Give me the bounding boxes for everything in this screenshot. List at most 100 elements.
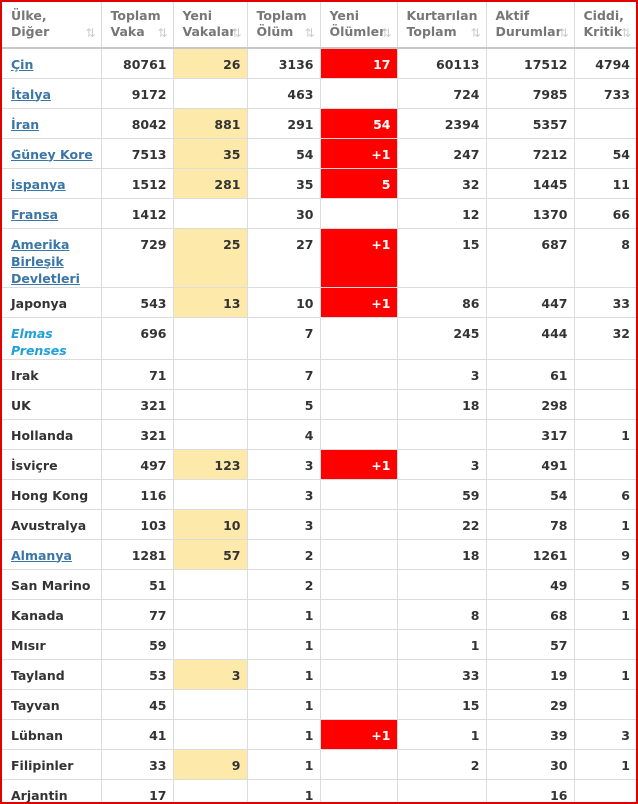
value-cell: 80761	[100, 47, 174, 79]
value-cell: 17	[319, 47, 398, 79]
value-cell: 1	[573, 658, 636, 690]
country-cell: Avustralya	[2, 508, 102, 540]
country-cell: Arjantin	[2, 778, 102, 803]
country-cell: Hollanda	[2, 418, 102, 450]
country-link[interactable]: Almanya	[11, 547, 72, 563]
value-cell: 7	[246, 316, 321, 360]
column-header[interactable]: Kurtarılan Toplam	[396, 2, 487, 49]
value-cell: 8	[396, 598, 487, 630]
value-cell: 1	[396, 718, 487, 750]
country-link[interactable]: Çin	[11, 57, 34, 72]
value-cell	[573, 448, 636, 480]
country-cell: Tayvan	[2, 688, 102, 720]
value-cell: 11	[573, 167, 636, 199]
value-cell: 3136	[246, 47, 321, 79]
value-cell: 3	[573, 718, 636, 750]
value-cell: 4794	[573, 47, 636, 79]
value-cell: 45	[100, 688, 174, 720]
value-cell	[319, 628, 398, 660]
column-header[interactable]: Ciddi, Kritik	[573, 2, 636, 49]
value-cell: 53	[100, 658, 174, 690]
value-cell: 8042	[100, 107, 174, 139]
value-cell	[172, 568, 248, 600]
country-name: Kanada	[11, 607, 64, 623]
country-link[interactable]: Fransa	[11, 206, 59, 222]
country-name: Lübnan	[11, 727, 64, 743]
value-cell: 29	[485, 688, 575, 720]
country-name: Hollanda	[11, 427, 74, 443]
country-name: Avustralya	[11, 517, 87, 533]
country-link[interactable]: Amerika Birleşik Devletleri	[11, 236, 80, 286]
value-cell: 463	[246, 77, 321, 109]
value-cell	[172, 478, 248, 510]
column-header[interactable]: Aktif Durumlar	[485, 2, 575, 49]
country-cell: Japonya	[2, 286, 102, 318]
header-line: Ölümler	[329, 24, 386, 39]
value-cell: 491	[485, 448, 575, 480]
header-line: Ölüm	[256, 24, 294, 39]
header-line: Diğer	[11, 24, 50, 39]
value-cell: 15	[396, 227, 487, 288]
value-cell: 245	[396, 316, 487, 360]
country-row: İran 8042 881 291 54 2394 5357	[2, 107, 636, 139]
value-cell: 3	[246, 478, 321, 510]
value-cell	[319, 316, 398, 360]
value-cell: +1	[319, 227, 398, 288]
country-row: Hong Kong 116 3 59 54 6	[2, 478, 636, 510]
value-cell	[396, 568, 487, 600]
value-cell: 26	[172, 47, 248, 79]
value-cell: 321	[100, 388, 174, 420]
country-link[interactable]: Güney Kore	[11, 146, 93, 162]
value-cell: 8	[573, 227, 636, 288]
value-cell: 54	[573, 137, 636, 169]
header-line: Vaka	[110, 24, 145, 39]
column-header[interactable]: Yeni Ölümler	[319, 2, 398, 49]
country-name: Japonya	[11, 295, 68, 311]
table-body: Çin 80761 26 3136 17 60113 17512 4794 İtalya 9172…	[2, 47, 636, 803]
header-line: Toplam	[406, 24, 457, 39]
country-cell: Filipinler	[2, 748, 102, 780]
value-cell: 1	[246, 778, 321, 802]
header-line: Toplam	[110, 8, 161, 23]
value-cell: 1	[246, 628, 321, 660]
value-cell: 5357	[485, 107, 575, 139]
country-link[interactable]: İtalya	[11, 86, 51, 102]
country-row: Filipinler 33 9 1 2 30 1	[2, 748, 636, 780]
value-cell	[172, 418, 248, 450]
country-link[interactable]: ispanya	[11, 176, 66, 192]
value-cell: 317	[485, 418, 575, 450]
country-cell: UK	[2, 388, 102, 420]
column-header[interactable]: Toplam Vaka	[100, 2, 174, 49]
value-cell	[319, 388, 398, 420]
value-cell: 1	[246, 748, 321, 780]
country-name: Mısır	[11, 637, 46, 653]
value-cell: 881	[172, 107, 248, 139]
value-cell: 444	[485, 316, 575, 360]
value-cell: 59	[100, 628, 174, 660]
value-cell: 696	[100, 316, 174, 360]
value-cell	[172, 628, 248, 660]
country-cell: Irak	[2, 358, 102, 390]
country-name: San Marino	[11, 577, 91, 593]
value-cell	[319, 508, 398, 540]
value-cell: 2394	[396, 107, 487, 139]
value-cell: 12	[396, 197, 487, 229]
value-cell: 447	[485, 286, 575, 318]
country-row: Arjantin 17 1 16	[2, 778, 636, 803]
value-cell: 32	[573, 316, 636, 360]
value-cell: 1	[573, 508, 636, 540]
value-cell: 32	[396, 167, 487, 199]
country-name: Arjantin	[11, 787, 68, 803]
value-cell: 7985	[485, 77, 575, 109]
value-cell: 123	[172, 448, 248, 480]
country-link[interactable]: İran	[11, 116, 40, 132]
value-cell: 2	[396, 748, 487, 780]
column-header[interactable]: Yeni Vakalar	[172, 2, 248, 49]
column-header[interactable]: Ülke, Diğer	[2, 2, 102, 49]
value-cell	[172, 77, 248, 109]
column-header[interactable]: Toplam Ölüm	[246, 2, 321, 49]
country-name: Tayland	[11, 667, 65, 683]
value-cell	[172, 197, 248, 229]
value-cell: 7513	[100, 137, 174, 169]
